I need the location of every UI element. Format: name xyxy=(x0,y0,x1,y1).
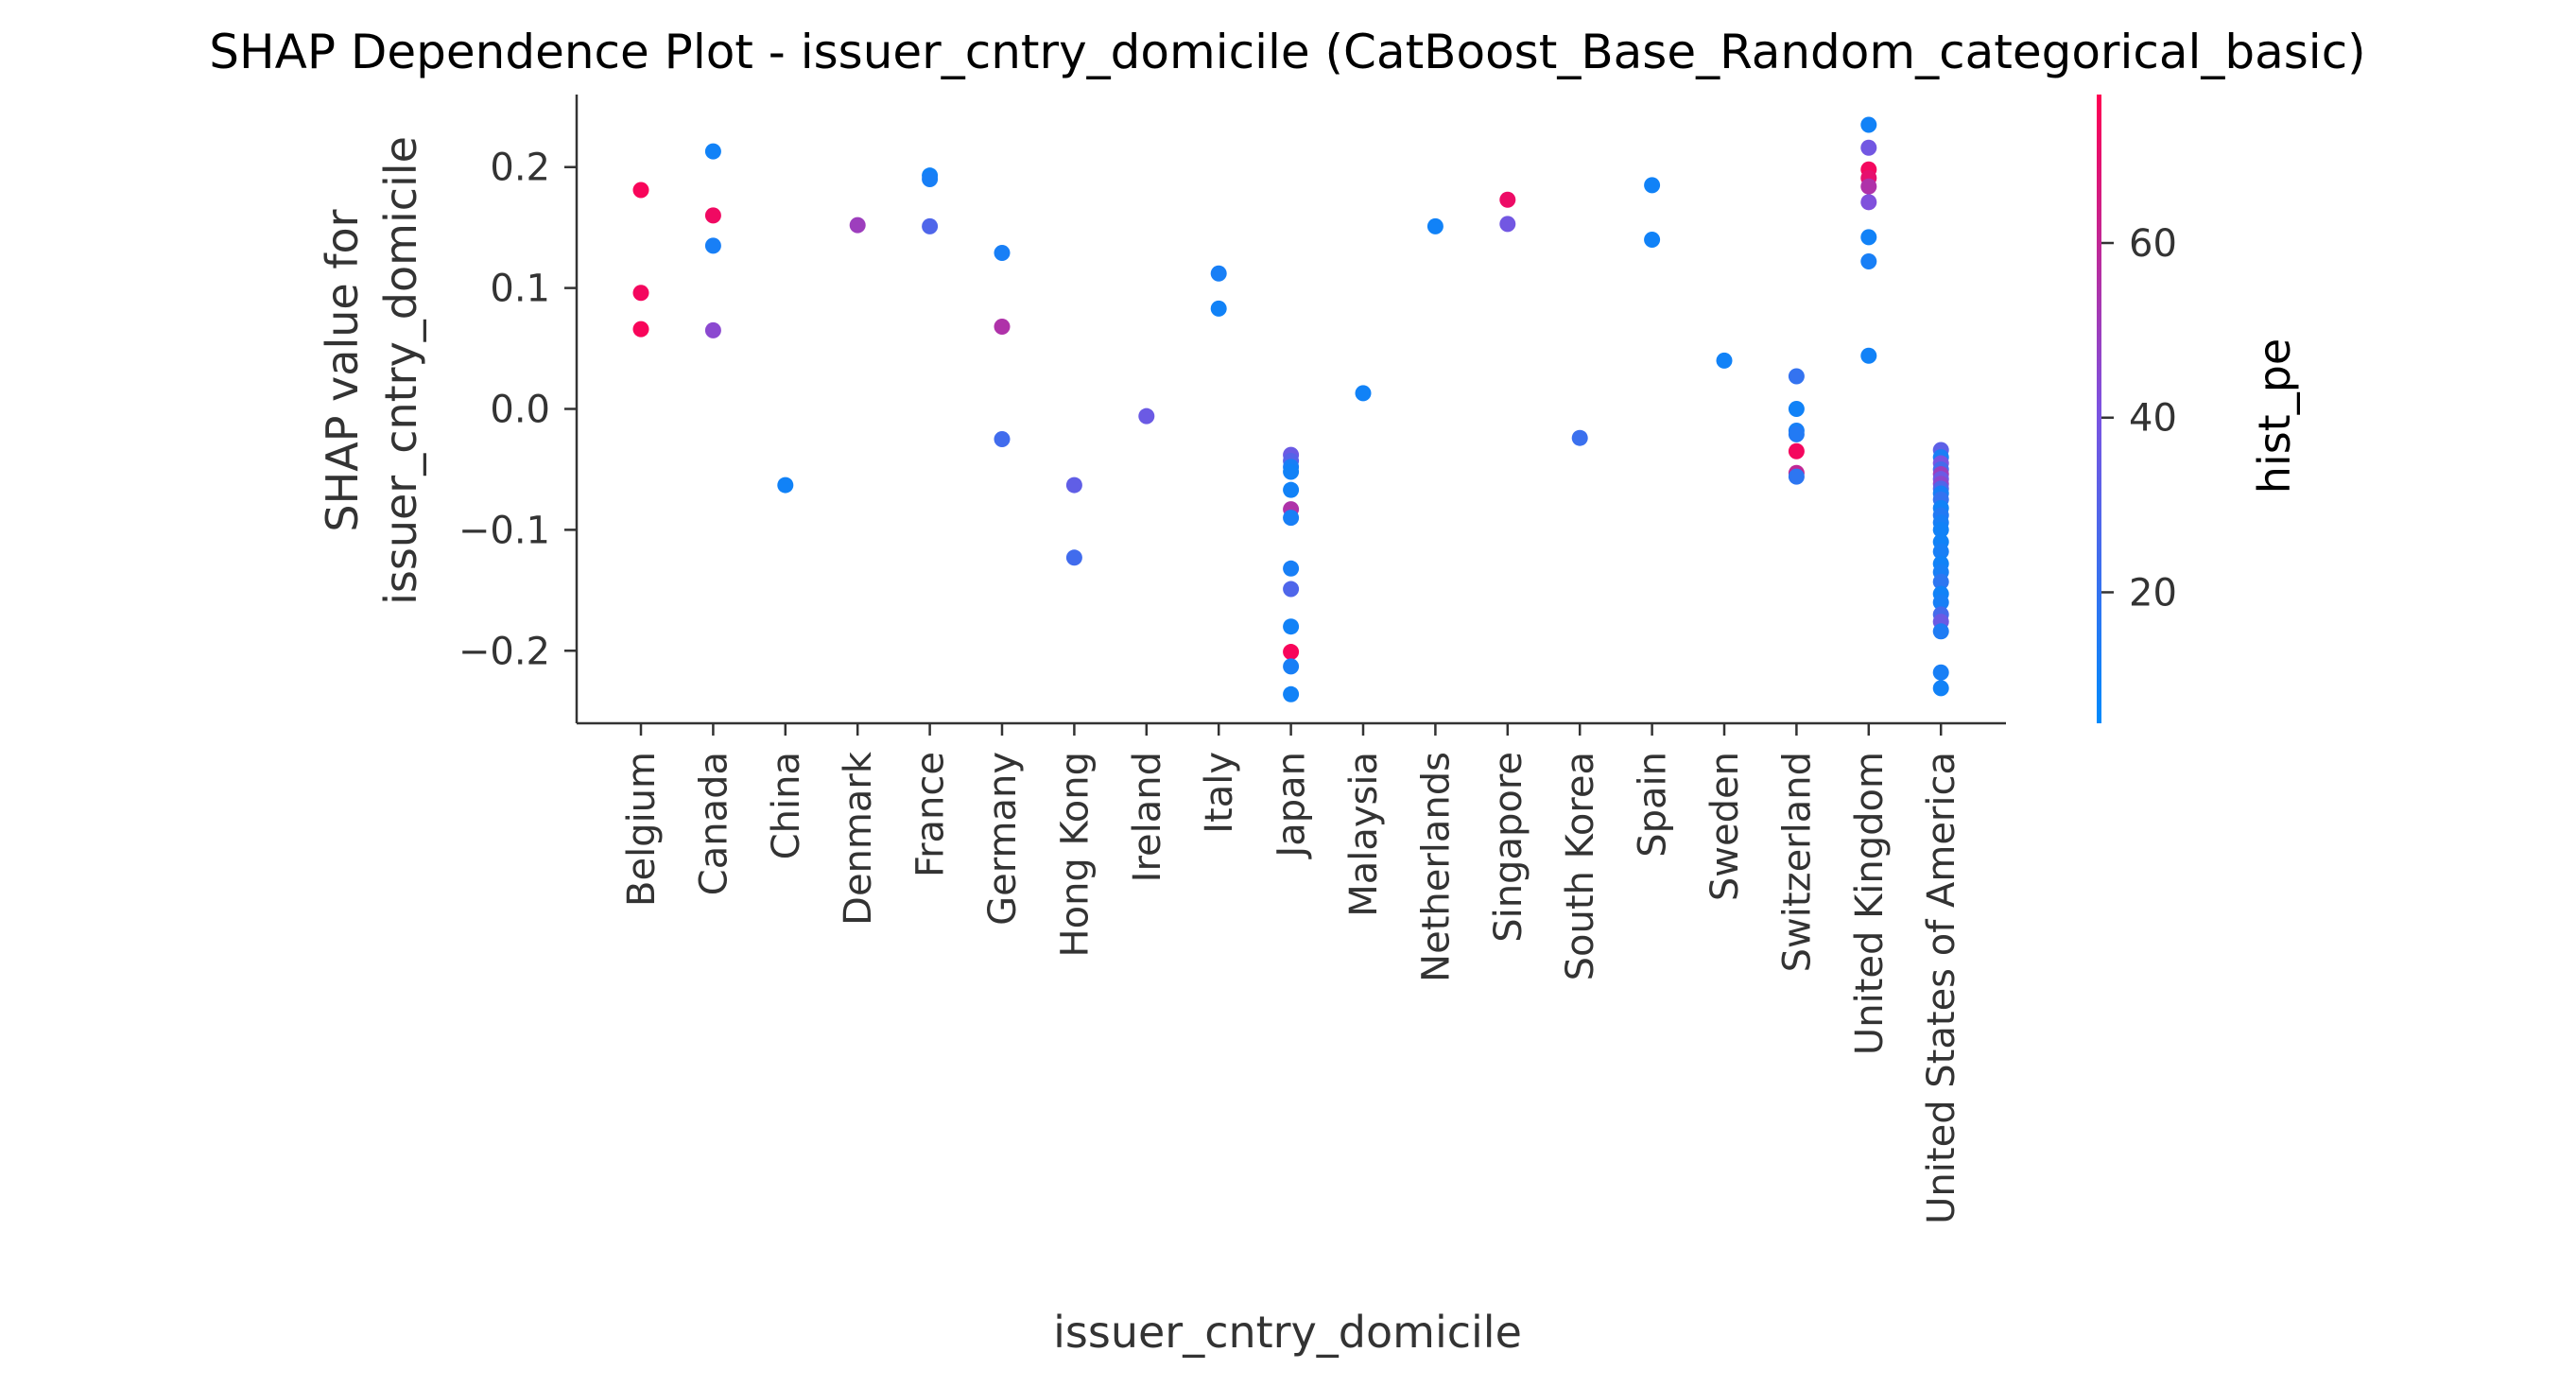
data-point xyxy=(1644,177,1661,194)
x-tick-label: Belgium xyxy=(620,752,664,907)
data-point xyxy=(1932,680,1949,697)
data-point xyxy=(1788,401,1805,417)
data-points xyxy=(632,116,1949,702)
data-point xyxy=(1065,477,1082,494)
data-point xyxy=(1499,191,1516,208)
x-tick-label: United Kingdom xyxy=(1848,752,1892,1055)
colorbar-tick-label: 60 xyxy=(2129,222,2177,266)
data-point xyxy=(1283,510,1300,527)
data-point xyxy=(1788,468,1805,485)
data-point xyxy=(1571,429,1588,446)
data-point xyxy=(704,321,721,338)
x-tick-label: Hong Kong xyxy=(1053,752,1097,957)
data-point xyxy=(777,477,794,494)
x-tick-label: China xyxy=(765,752,808,859)
data-point xyxy=(1210,300,1227,317)
data-point xyxy=(994,319,1011,336)
data-point xyxy=(1860,116,1877,133)
data-point xyxy=(704,143,721,160)
data-point xyxy=(1283,481,1300,498)
x-ticks: Belgium Canada China Denmark France Germany Ho… xyxy=(620,723,1963,1224)
data-point xyxy=(1860,252,1877,269)
x-tick-label: Switzerland xyxy=(1775,752,1819,972)
data-point xyxy=(1138,407,1155,425)
data-point xyxy=(1932,573,1949,590)
x-tick-label: Japan xyxy=(1271,752,1314,860)
colorbar-ticks: 20 40 60 xyxy=(2101,222,2177,615)
x-tick-label: Germany xyxy=(981,752,1025,926)
data-point xyxy=(1283,581,1300,598)
data-point xyxy=(632,182,649,199)
x-tick-label: Canada xyxy=(692,752,735,895)
data-point xyxy=(1355,385,1372,402)
data-point xyxy=(1860,139,1877,156)
y-tick-label: 0.0 xyxy=(490,389,550,432)
colorbar-tick-label: 20 xyxy=(2129,571,2177,615)
data-point xyxy=(1932,664,1949,681)
data-point xyxy=(1065,549,1082,566)
data-point xyxy=(632,321,649,338)
y-tick-label: −0.2 xyxy=(458,630,550,673)
data-point xyxy=(632,285,649,302)
data-point xyxy=(1860,229,1877,246)
data-point xyxy=(1932,521,1949,538)
y-axis-label: SHAP value for issuer_cntry_domicile xyxy=(317,136,426,605)
data-point xyxy=(1283,685,1300,702)
data-point xyxy=(704,237,721,254)
data-point xyxy=(1932,623,1949,640)
data-point xyxy=(1426,217,1444,234)
y-axis-label-line1: SHAP value for xyxy=(317,209,368,531)
data-point xyxy=(1860,178,1877,195)
x-tick-label: Malaysia xyxy=(1342,752,1386,917)
colorbar-label: hist_pe xyxy=(2249,338,2300,494)
data-point xyxy=(704,207,721,224)
data-point xyxy=(1788,442,1805,459)
chart-title: SHAP Dependence Plot - issuer_cntry_domi… xyxy=(209,25,2365,79)
y-tick-label: 0.2 xyxy=(490,147,550,190)
data-point xyxy=(1283,463,1300,480)
y-axis-label-line2: issuer_cntry_domicile xyxy=(375,136,426,605)
x-tick-label: Ireland xyxy=(1126,752,1169,882)
data-point xyxy=(1716,352,1733,369)
data-point xyxy=(994,430,1011,447)
data-point xyxy=(1932,594,1949,611)
data-point xyxy=(1860,347,1877,364)
data-point xyxy=(1788,425,1805,442)
y-tick-label: −0.1 xyxy=(458,509,550,552)
data-point xyxy=(1499,216,1516,233)
data-point xyxy=(1210,265,1227,282)
data-point xyxy=(922,171,939,188)
x-tick-label: United States of America xyxy=(1920,752,1963,1224)
y-ticks: −0.2 −0.1 0.0 0.1 0.2 xyxy=(458,147,577,673)
data-point xyxy=(1644,231,1661,248)
x-tick-label: Netherlands xyxy=(1414,752,1458,982)
x-axis-label: issuer_cntry_domicile xyxy=(1053,1307,1522,1358)
x-tick-label: Italy xyxy=(1198,752,1241,834)
x-tick-label: Singapore xyxy=(1487,752,1530,943)
x-tick-label: France xyxy=(909,752,953,877)
x-tick-label: Sweden xyxy=(1703,752,1747,901)
data-point xyxy=(1788,368,1805,385)
data-point xyxy=(849,217,866,234)
data-point xyxy=(994,245,1011,262)
y-tick-label: 0.1 xyxy=(490,268,550,311)
x-tick-label: Spain xyxy=(1632,752,1675,858)
x-tick-label: South Korea xyxy=(1559,752,1602,980)
data-point xyxy=(922,217,939,234)
x-tick-label: Denmark xyxy=(837,751,880,926)
data-point xyxy=(1283,658,1300,675)
data-point xyxy=(1283,560,1300,577)
data-point xyxy=(1860,194,1877,211)
data-point xyxy=(1283,618,1300,635)
colorbar-tick-label: 40 xyxy=(2129,397,2177,441)
data-point xyxy=(1932,543,1949,560)
data-point xyxy=(1283,644,1300,661)
colorbar xyxy=(2097,95,2101,723)
